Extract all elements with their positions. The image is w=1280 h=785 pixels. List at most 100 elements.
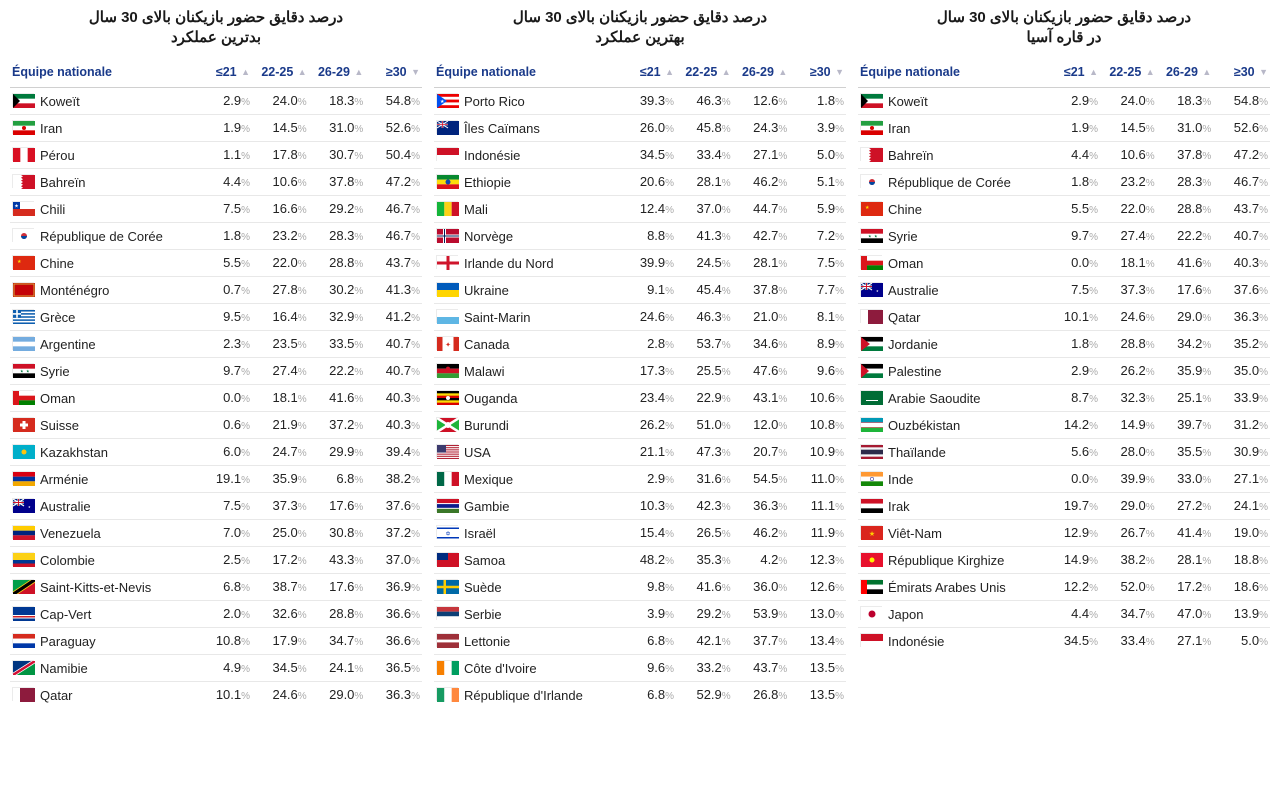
table-row: République de Corée1.8%23.2%28.3%46.7%: [10, 222, 422, 249]
team-cell: Irlande du Nord: [434, 249, 619, 276]
col-22-25[interactable]: 22-25 ▲: [676, 59, 733, 88]
team-cell: République Kirghize: [858, 546, 1043, 573]
val-30plus: 10.8%: [789, 411, 846, 438]
flag-icon: [12, 687, 34, 701]
flag-icon: [436, 228, 458, 242]
val-26-29: 29.2%: [309, 195, 366, 222]
val-u21: 9.5%: [195, 303, 252, 330]
val-u21: 7.5%: [195, 492, 252, 519]
team-name: Porto Rico: [464, 94, 525, 109]
table-row: Ukraine9.1%45.4%37.8%7.7%: [434, 276, 846, 303]
table-row: Arabie Saoudite8.7%32.3%25.1%33.9%: [858, 384, 1270, 411]
val-30plus: 8.1%: [789, 303, 846, 330]
team-cell: ★★Syrie: [10, 357, 195, 384]
val-22-25: 28.8%: [1100, 330, 1157, 357]
svg-text:★: ★: [26, 368, 30, 373]
team-name: Côte d'Ivoire: [464, 661, 537, 676]
team-name: Oman: [40, 391, 75, 406]
table-row: Saint-Kitts-et-Nevis6.8%38.7%17.6%36.9%: [10, 573, 422, 600]
col-u21[interactable]: ≤21 ▲: [195, 59, 252, 88]
val-30plus: 13.5%: [789, 654, 846, 681]
val-22-25: 17.9%: [252, 627, 309, 654]
team-cell: ★★Syrie: [858, 222, 1043, 249]
team-cell: Argentine: [10, 330, 195, 357]
val-26-29: 30.2%: [309, 276, 366, 303]
team-cell: République d'Irlande: [434, 681, 619, 708]
table-row: Namibie4.9%34.5%24.1%36.5%: [10, 654, 422, 681]
team-cell: Norvège: [434, 222, 619, 249]
col-u21[interactable]: ≤21 ▲: [619, 59, 676, 88]
val-26-29: 43.1%: [733, 384, 790, 411]
val-22-25: 24.0%: [1100, 87, 1157, 114]
flag-icon: [860, 633, 882, 647]
flag-icon: [12, 147, 34, 161]
team-name: Iran: [40, 121, 62, 136]
col-26-29[interactable]: 26-29 ▲: [733, 59, 790, 88]
val-u21: 19.7%: [1043, 492, 1100, 519]
flag-icon: [860, 93, 882, 107]
val-30plus: 43.7%: [1213, 195, 1270, 222]
flag-icon: [436, 552, 458, 566]
col-team[interactable]: Équipe nationale: [434, 59, 619, 88]
val-22-25: 41.3%: [676, 222, 733, 249]
val-30plus: 31.2%: [1213, 411, 1270, 438]
team-cell: Paraguay: [10, 627, 195, 654]
val-26-29: 35.9%: [1157, 357, 1214, 384]
flag-icon: [12, 579, 34, 593]
svg-text:★: ★: [865, 205, 870, 211]
team-name: Inde: [888, 472, 913, 487]
val-30plus: 40.3%: [365, 411, 422, 438]
table-row: Qatar10.1%24.6%29.0%36.3%: [858, 303, 1270, 330]
col-team[interactable]: Équipe nationale: [10, 59, 195, 88]
team-name: Malawi: [464, 364, 504, 379]
val-22-25: 31.6%: [676, 465, 733, 492]
svg-text:★: ★: [440, 99, 445, 105]
col-30plus[interactable]: ≥30 ▼: [1213, 59, 1270, 88]
flag-icon: [12, 93, 34, 107]
table-row: Mali12.4%37.0%44.7%5.9%: [434, 195, 846, 222]
val-22-25: 47.3%: [676, 438, 733, 465]
val-30plus: 37.0%: [365, 546, 422, 573]
val-22-25: 22.9%: [676, 384, 733, 411]
col-30plus[interactable]: ≥30 ▼: [789, 59, 846, 88]
flag-icon: [860, 417, 882, 431]
team-cell: ★Australie: [10, 492, 195, 519]
flag-icon: ✡: [436, 525, 458, 539]
val-u21: 14.9%: [1043, 546, 1100, 573]
team-cell: Oman: [10, 384, 195, 411]
col-u21[interactable]: ≤21 ▲: [1043, 59, 1100, 88]
col-26-29[interactable]: 26-29 ▲: [309, 59, 366, 88]
val-26-29: 28.8%: [309, 600, 366, 627]
val-30plus: 5.0%: [789, 141, 846, 168]
team-cell: ✦Canada: [434, 330, 619, 357]
col-team[interactable]: Équipe nationale: [858, 59, 1043, 88]
team-cell: Ukraine: [434, 276, 619, 303]
team-name: Saint-Marin: [464, 310, 530, 325]
flag-icon: [12, 552, 34, 566]
team-cell: Qatar: [10, 681, 195, 708]
table-row: ★Viêt-Nam12.9%26.7%41.4%19.0%: [858, 519, 1270, 546]
val-30plus: 35.0%: [1213, 357, 1270, 384]
val-30plus: 12.3%: [789, 546, 846, 573]
col-22-25[interactable]: 22-25 ▲: [1100, 59, 1157, 88]
val-u21: 26.0%: [619, 114, 676, 141]
val-u21: 2.9%: [1043, 87, 1100, 114]
val-u21: 2.0%: [195, 600, 252, 627]
team-name: Gambie: [464, 499, 510, 514]
team-cell: Lettonie: [434, 627, 619, 654]
flag-icon: [860, 120, 882, 134]
col-26-29[interactable]: 26-29 ▲: [1157, 59, 1214, 88]
table-row: République de Corée1.8%23.2%28.3%46.7%: [858, 168, 1270, 195]
col-30plus[interactable]: ≥30 ▼: [365, 59, 422, 88]
val-u21: 39.9%: [619, 249, 676, 276]
team-name: Chili: [40, 202, 65, 217]
col-22-25[interactable]: 22-25 ▲: [252, 59, 309, 88]
team-name: Serbie: [464, 607, 502, 622]
table-row: Iran1.9%14.5%31.0%52.6%: [858, 114, 1270, 141]
flag-icon: ★: [860, 201, 882, 215]
flag-icon: [436, 660, 458, 674]
table-row: ★★Syrie9.7%27.4%22.2%40.7%: [10, 357, 422, 384]
team-name: République de Corée: [40, 229, 163, 244]
val-22-25: 42.1%: [676, 627, 733, 654]
title-line2: بدترین عملکرد: [171, 29, 261, 46]
